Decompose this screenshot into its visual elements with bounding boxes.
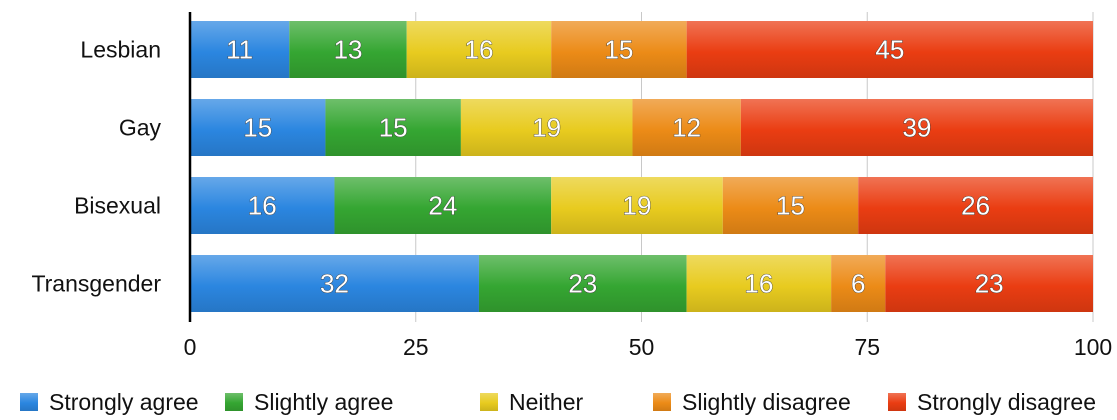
- data-label: 12: [672, 113, 701, 143]
- bar-segment: [551, 177, 723, 234]
- bars: 11 13 16 15 45 Lesbian 15 15 19 12 39 Gay 16 24 19 15 26…: [31, 21, 1093, 312]
- data-label: 39: [902, 113, 931, 143]
- data-label: 19: [532, 113, 561, 143]
- bar-segment: [190, 99, 326, 156]
- data-label: 19: [623, 191, 652, 221]
- data-label: 15: [379, 113, 408, 143]
- data-label: 26: [961, 191, 990, 221]
- bar-segment: [460, 99, 633, 156]
- bar-segment: [632, 99, 741, 156]
- legend-label: Neither: [509, 389, 583, 415]
- legend-swatch: [653, 393, 671, 411]
- data-label: 13: [334, 35, 363, 65]
- x-tick-label: 50: [629, 334, 655, 360]
- legend: Strongly agree Slightly agree Neither Sligh…: [20, 389, 1096, 415]
- legend-item: Strongly disagree: [888, 389, 1096, 415]
- bar-segment: [190, 255, 479, 312]
- category-label: Gay: [119, 115, 162, 141]
- legend-item: Slightly disagree: [653, 389, 851, 415]
- bar-segment: [831, 255, 886, 312]
- data-label: 23: [975, 269, 1004, 299]
- data-label: 16: [248, 191, 277, 221]
- category-label: Transgender: [31, 271, 161, 297]
- bar-segment: [190, 21, 290, 78]
- bar-segment: [289, 21, 407, 78]
- bar-segment: [740, 99, 1093, 156]
- category-label: Lesbian: [80, 37, 161, 63]
- legend-label: Slightly agree: [254, 389, 393, 415]
- legend-label: Slightly disagree: [682, 389, 851, 415]
- axes: 0 25 50 75 100: [184, 12, 1112, 360]
- legend-item: Slightly agree: [225, 389, 393, 415]
- data-label: 15: [243, 113, 272, 143]
- data-label: 6: [851, 269, 865, 299]
- bar-segment: [722, 177, 859, 234]
- legend-swatch: [480, 393, 498, 411]
- bar-segment: [686, 255, 832, 312]
- bar-segment: [406, 21, 552, 78]
- legend-item: Strongly agree: [20, 389, 199, 415]
- x-tick-label: 25: [403, 334, 429, 360]
- data-label: 23: [568, 269, 597, 299]
- legend-label: Strongly disagree: [917, 389, 1096, 415]
- x-tick-label: 0: [184, 334, 197, 360]
- bar-segment: [334, 177, 552, 234]
- data-label: 16: [464, 35, 493, 65]
- legend-swatch: [888, 393, 906, 411]
- bar-segment: [190, 177, 335, 234]
- data-label: 15: [604, 35, 633, 65]
- bar-segment: [478, 255, 687, 312]
- bar-segment: [551, 21, 687, 78]
- x-tick-label: 75: [854, 334, 880, 360]
- data-label: 16: [744, 269, 773, 299]
- legend-label: Strongly agree: [49, 389, 199, 415]
- data-label: 24: [428, 191, 457, 221]
- legend-swatch: [20, 393, 38, 411]
- data-label: 45: [875, 35, 904, 65]
- legend-swatch: [225, 393, 243, 411]
- bar-segment: [686, 21, 1093, 78]
- bar-segment: [885, 255, 1093, 312]
- data-label: 32: [320, 269, 349, 299]
- x-tick-label: 100: [1074, 334, 1112, 360]
- bar-segment: [325, 99, 461, 156]
- data-label: 11: [226, 35, 253, 65]
- legend-item: Neither: [480, 389, 583, 415]
- category-label: Bisexual: [74, 193, 161, 219]
- bar-segment: [858, 177, 1093, 234]
- data-label: 15: [776, 191, 805, 221]
